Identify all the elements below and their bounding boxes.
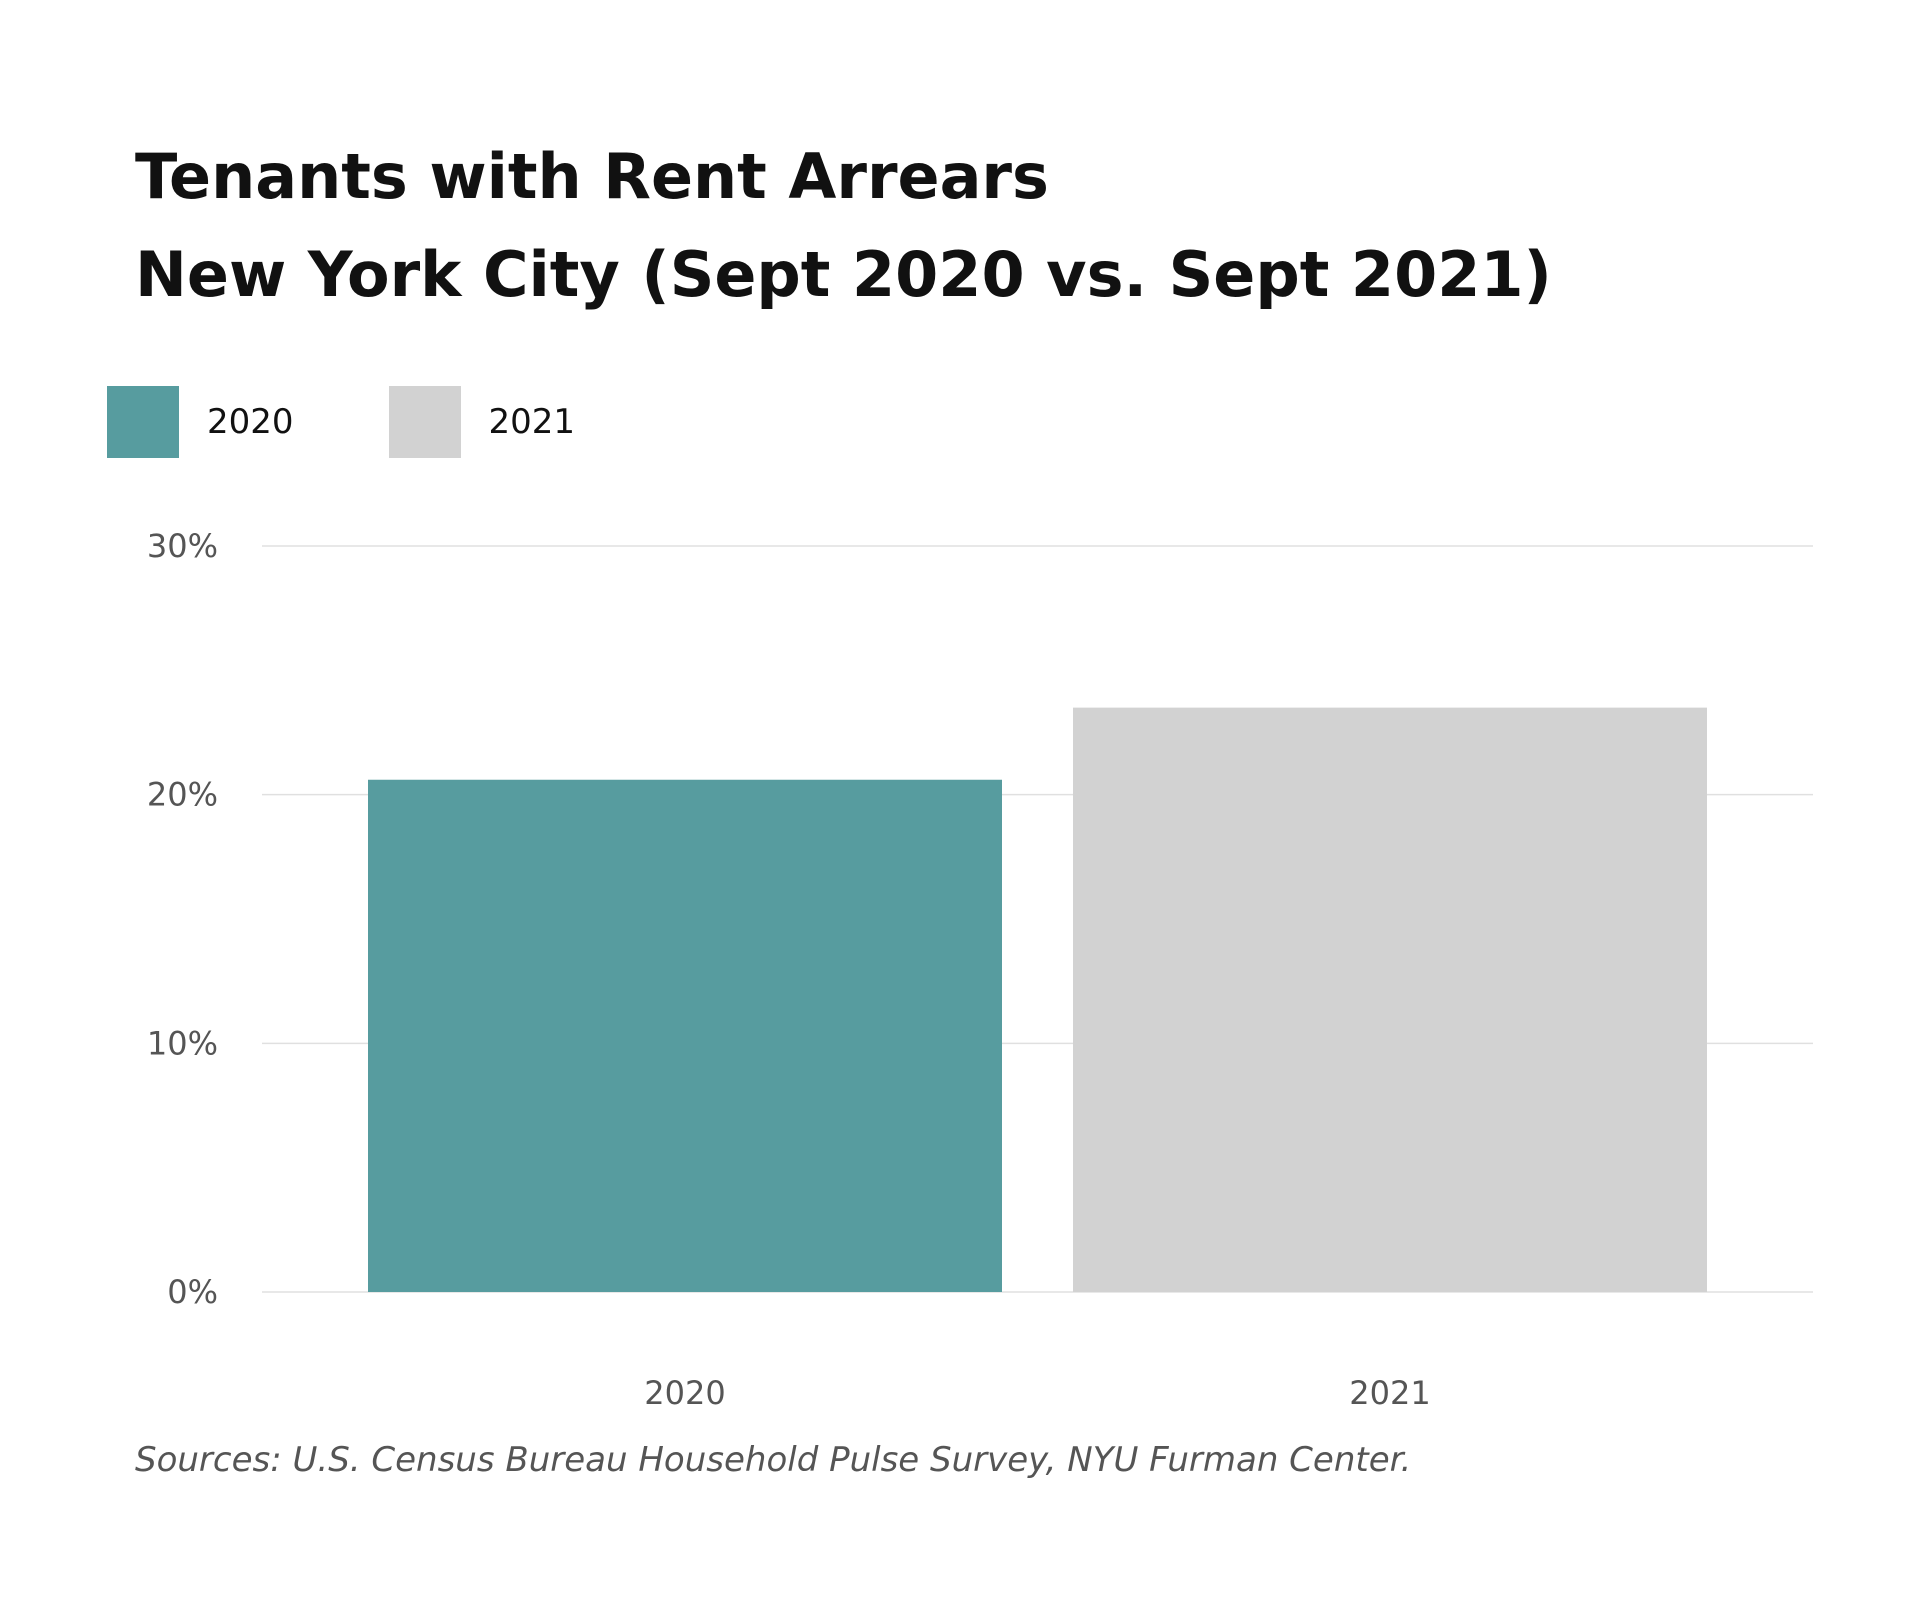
y-tick-label-30: 30% bbox=[147, 527, 218, 565]
y-tick-label-20: 20% bbox=[147, 776, 218, 814]
legend-swatch-2020 bbox=[107, 386, 179, 458]
chart-legend: 2020 2021 bbox=[107, 386, 670, 458]
legend-label-2020: 2020 bbox=[207, 402, 294, 442]
legend-swatch-2021 bbox=[388, 386, 461, 458]
legend-item-2021: 2021 bbox=[388, 386, 576, 458]
chart-title: Tenants with Rent Arrears New York City … bbox=[135, 128, 1552, 324]
x-tick-label-2020: 2020 bbox=[644, 1374, 725, 1412]
bar-2021 bbox=[1073, 707, 1707, 1292]
bar-2020 bbox=[368, 779, 1002, 1292]
chart-title-line-1: Tenants with Rent Arrears bbox=[135, 140, 1049, 213]
source-note: Sources: U.S. Census Bureau Household Pu… bbox=[135, 1440, 1412, 1480]
chart-title-line-2: New York City (Sept 2020 vs. Sept 2021) bbox=[135, 238, 1552, 311]
legend-label-2021: 2021 bbox=[488, 402, 576, 442]
y-tick-label-0: 0% bbox=[167, 1273, 218, 1311]
x-tick-label-2021: 2021 bbox=[1349, 1374, 1430, 1412]
legend-item-2020: 2020 bbox=[107, 386, 294, 458]
y-tick-label-10: 10% bbox=[147, 1024, 218, 1062]
